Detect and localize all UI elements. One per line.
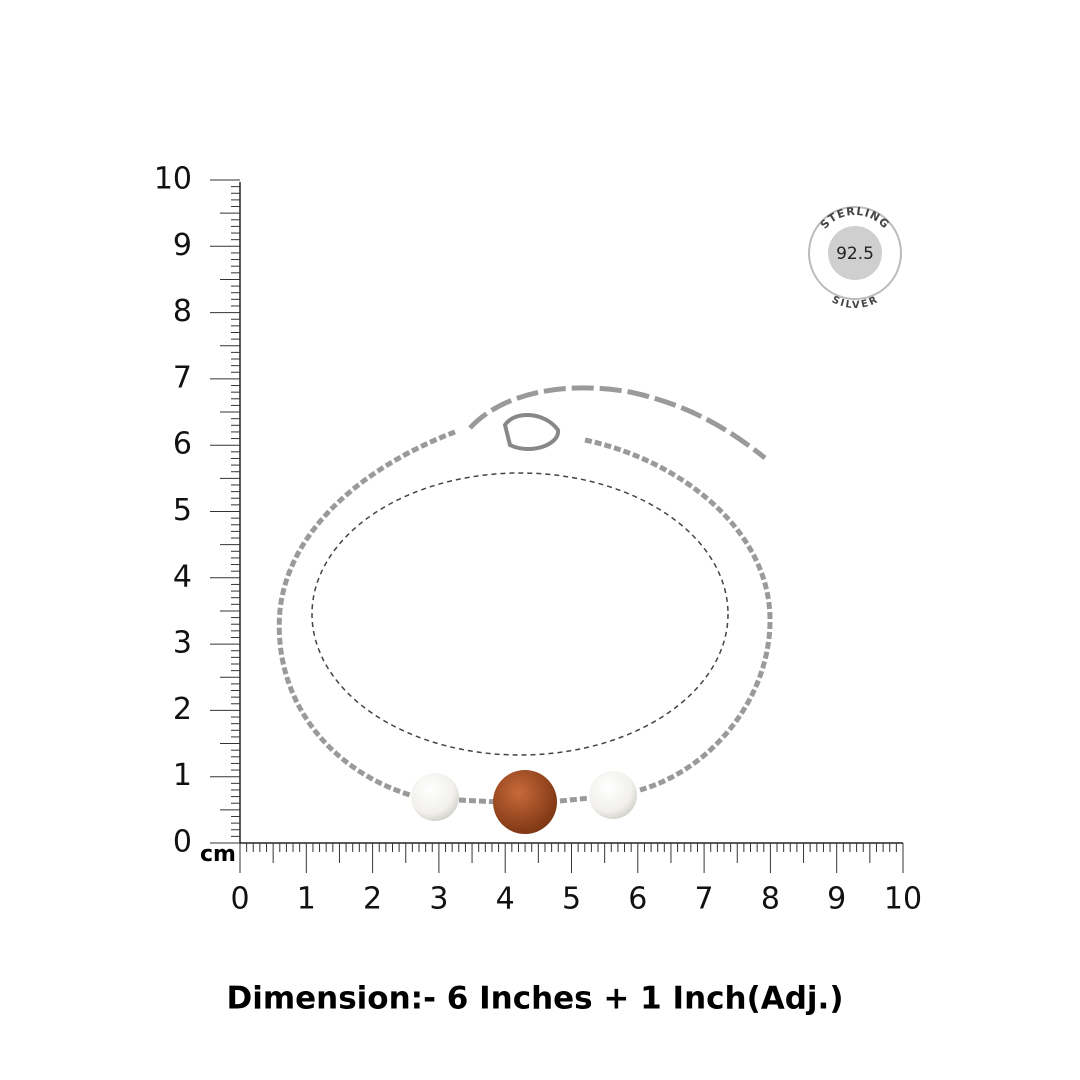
- y-label: 2: [173, 692, 192, 727]
- wrist-outline: [311, 472, 729, 756]
- y-label: 6: [173, 427, 192, 462]
- x-label: 7: [695, 882, 714, 917]
- sterling-badge: STERLING SILVER 92.5: [808, 205, 902, 312]
- x-label: 8: [761, 882, 780, 917]
- x-label: 3: [429, 882, 448, 917]
- y-label: 4: [173, 559, 192, 594]
- x-label: 5: [562, 882, 581, 917]
- x-label: 1: [297, 882, 316, 917]
- rudraksha-bead: [493, 770, 557, 834]
- caption: Dimension:- 6 Inches + 1 Inch(Adj.): [226, 981, 843, 1017]
- badge-bottom: SILVER: [830, 295, 880, 312]
- y-label: 0: [173, 825, 192, 860]
- badge-bottom-text: SILVER: [830, 295, 879, 312]
- chain: [276, 385, 773, 805]
- clasp: [502, 412, 560, 451]
- y-label: 8: [173, 294, 192, 329]
- y-label: 1: [173, 758, 192, 793]
- y-label: 3: [173, 626, 192, 661]
- x-label: 10: [884, 882, 922, 917]
- pearl: [411, 773, 459, 821]
- y-label: 9: [173, 228, 192, 263]
- rulers: [210, 179, 904, 873]
- y-label: 5: [173, 493, 192, 528]
- y-label: 7: [173, 360, 192, 395]
- x-label: 4: [496, 882, 515, 917]
- x-label: 6: [628, 882, 647, 917]
- y-label: 10: [154, 162, 192, 197]
- x-label: 0: [230, 882, 249, 917]
- badge-center: [828, 226, 882, 280]
- badge-center-text: 92.5: [836, 244, 874, 264]
- pearl: [589, 771, 637, 819]
- x-label: 9: [827, 882, 846, 917]
- unit-label: cm: [200, 842, 236, 867]
- x-label: 2: [363, 882, 382, 917]
